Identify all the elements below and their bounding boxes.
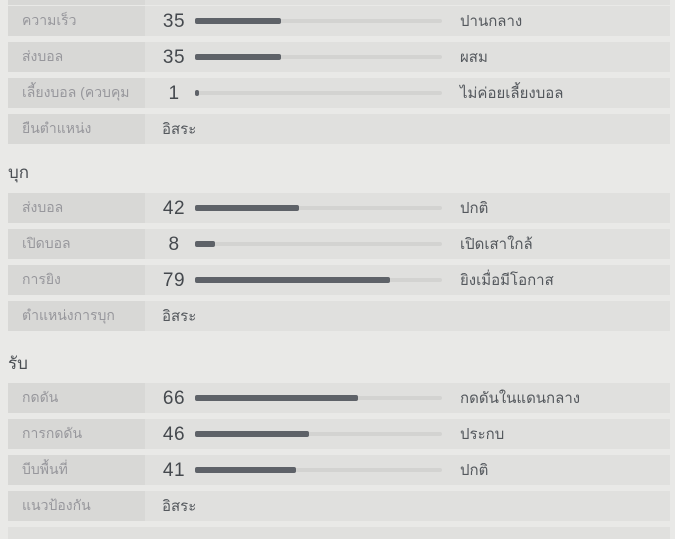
slider-fill [195, 395, 359, 401]
setting-description: ไม่ค่อยเลี้ยงบอล [460, 85, 564, 102]
setting-slider[interactable] [195, 18, 442, 24]
setting-slider[interactable] [195, 277, 442, 283]
setting-row-team-width: บีบพื้นที่ 41 ปกติ [8, 455, 670, 485]
setting-slider[interactable] [195, 431, 442, 437]
setting-row-positioning: ยืนตำแหน่ง อิสระ [8, 114, 670, 144]
setting-label-box: การยิง [8, 265, 145, 295]
setting-label-box: เปิดบอล [8, 229, 145, 259]
setting-row-defensive-line: แนวป้องกัน อิสระ [8, 491, 670, 521]
setting-row-attack-position: ตำแหน่งการบุก อิสระ [8, 301, 670, 331]
setting-value-text[interactable]: อิสระ [162, 308, 197, 325]
setting-slider[interactable] [195, 241, 442, 247]
setting-label-box: บีบพื้นที่ [8, 455, 145, 485]
setting-value: 1 [168, 83, 180, 104]
setting-description: ปานกลาง [460, 13, 523, 30]
setting-label-box: การกดดัน [8, 419, 145, 449]
setting-value: 35 [162, 47, 186, 68]
setting-value: 46 [162, 424, 186, 445]
setting-label-box: ส่งบอล [8, 42, 145, 72]
setting-slider[interactable] [195, 467, 442, 473]
setting-label: เปิดบอล [22, 235, 71, 251]
partial-row-bottom [8, 527, 670, 539]
slider-fill [195, 467, 297, 473]
setting-description: ผสม [460, 49, 488, 66]
section-header-attack: บุก [8, 163, 30, 182]
slider-fill [195, 277, 391, 283]
setting-label-box: ความเร็ว [8, 6, 145, 36]
setting-label: กดดัน [22, 389, 59, 405]
setting-label: การยิง [22, 271, 61, 287]
setting-description: เปิดเสาใกล้ [460, 236, 533, 253]
setting-description: ปกติ [460, 200, 489, 217]
setting-label-box: แนวป้องกัน [8, 491, 145, 521]
setting-row-crossing: เปิดบอล 8 เปิดเสาใกล้ [8, 229, 670, 259]
setting-slider[interactable] [195, 395, 442, 401]
setting-label: ส่งบอล [22, 199, 64, 215]
setting-label: ตำแหน่งการบุก [22, 307, 115, 323]
setting-label-box: ส่งบอล [8, 193, 145, 223]
slider-fill [195, 431, 309, 437]
setting-value: 41 [162, 460, 186, 481]
section-header-defence: รับ [8, 354, 28, 373]
setting-row-speed: ความเร็ว 35 ปานกลาง [8, 6, 670, 36]
slider-fill [195, 90, 199, 96]
setting-label-box: ยืนตำแหน่ง [8, 114, 145, 144]
setting-slider[interactable] [195, 205, 442, 211]
setting-label-box: ตำแหน่งการบุก [8, 301, 145, 331]
partial-label-box [8, 0, 145, 5]
setting-description: ประกบ [460, 426, 505, 443]
setting-label-box: กดดัน [8, 383, 145, 413]
setting-row-aggression: การกดดัน 46 ประกบ [8, 419, 670, 449]
setting-value: 42 [162, 198, 186, 219]
slider-fill [195, 54, 282, 60]
setting-description: ปกติ [460, 462, 489, 479]
setting-label: แนวป้องกัน [22, 497, 91, 513]
setting-label: การกดดัน [22, 425, 83, 441]
setting-value: 35 [162, 11, 186, 32]
setting-label: ยืนตำแหน่ง [22, 120, 92, 136]
slider-fill [195, 205, 299, 211]
setting-label: เลี้ยงบอล (ควบคุม [22, 84, 130, 100]
setting-label: ความเร็ว [22, 12, 77, 28]
setting-value-text[interactable]: อิสระ [162, 498, 197, 515]
setting-row-dribbling: เลี้ยงบอล (ควบคุม 1 ไม่ค่อยเลี้ยงบอล [8, 78, 670, 108]
setting-value: 8 [168, 234, 180, 255]
setting-label: บีบพื้นที่ [22, 461, 68, 477]
setting-label: ส่งบอล [22, 48, 64, 64]
setting-label-box: เลี้ยงบอล (ควบคุม [8, 78, 145, 108]
setting-description: ยิงเมื่อมีโอกาส [460, 272, 554, 289]
setting-value-text[interactable]: อิสระ [162, 121, 197, 138]
slider-fill [195, 18, 282, 24]
setting-value: 79 [162, 270, 186, 291]
setting-slider[interactable] [195, 90, 442, 96]
setting-row-passing: ส่งบอล 35 ผสม [8, 42, 670, 72]
setting-value: 66 [162, 388, 186, 409]
setting-row-shooting: การยิง 79 ยิงเมื่อมีโอกาส [8, 265, 670, 295]
slider-fill [195, 241, 215, 247]
setting-description: กดดันในแดนกลาง [460, 390, 581, 407]
partial-row-top [8, 0, 670, 5]
setting-row-attack-passing: ส่งบอล 42 ปกติ [8, 193, 670, 223]
setting-slider[interactable] [195, 54, 442, 60]
setting-row-pressure: กดดัน 66 กดดันในแดนกลาง [8, 383, 670, 413]
